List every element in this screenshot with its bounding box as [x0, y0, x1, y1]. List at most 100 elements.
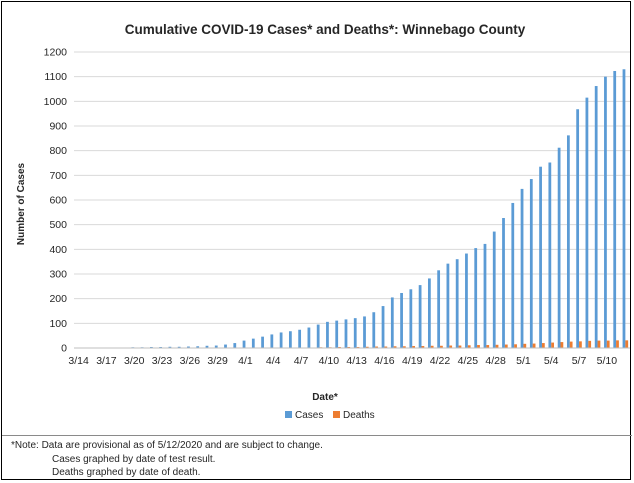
- x-tick-label: 4/25: [458, 355, 479, 367]
- deaths-bar: [421, 346, 425, 348]
- cases-bar: [409, 289, 413, 348]
- note-line-1: *Note: Data are provisional as of 5/12/2…: [11, 440, 323, 451]
- deaths-bar: [458, 345, 462, 348]
- y-tick-label: 700: [49, 170, 67, 182]
- deaths-bar: [504, 344, 508, 348]
- cases-bar: [576, 109, 580, 348]
- x-tick-label: 4/4: [266, 355, 281, 367]
- deaths-bar: [514, 344, 517, 348]
- deaths-bar: [449, 345, 453, 348]
- cases-bar: [594, 86, 598, 348]
- x-tick-label: 3/29: [207, 355, 228, 367]
- cases-bar: [233, 343, 237, 348]
- cases-bar: [622, 69, 626, 349]
- deaths-bar: [467, 345, 471, 348]
- cases-bar: [279, 332, 283, 348]
- cases-bar: [177, 346, 181, 348]
- deaths-bar: [569, 341, 573, 348]
- y-tick-label: 200: [49, 293, 67, 305]
- y-tick-label: 100: [49, 318, 67, 330]
- cases-bar: [214, 345, 218, 348]
- x-tick-label: 3/20: [124, 355, 145, 367]
- cases-bar: [168, 346, 172, 348]
- deaths-bar: [486, 345, 490, 348]
- deaths-bar: [495, 344, 499, 348]
- cases-bar: [465, 253, 468, 348]
- deaths-bar: [579, 341, 582, 348]
- deaths-bar: [606, 340, 610, 348]
- y-tick-label: 800: [49, 145, 67, 157]
- x-tick-label: 4/22: [430, 355, 451, 367]
- deaths-bar: [402, 346, 406, 348]
- cases-bar: [427, 278, 431, 348]
- deaths-bar: [597, 340, 601, 348]
- legend-label-deaths: Deaths: [343, 410, 375, 421]
- cases-bar: [437, 270, 441, 348]
- footnotes: *Note: Data are provisional as of 5/12/2…: [2, 435, 632, 479]
- legend: Cases Deaths: [285, 410, 375, 421]
- cases-bar: [418, 285, 422, 348]
- x-tick-label: 4/1: [238, 355, 253, 367]
- deaths-bar: [551, 342, 555, 348]
- deaths-series: [273, 340, 629, 348]
- y-tick-label: 1000: [44, 96, 68, 108]
- x-axis-ticks: 3/14 3/17 3/20 3/23 3/26 3/29 4/1 4/4 4/7 4/10 4/1…: [68, 355, 617, 367]
- x-tick-label: 5/7: [572, 355, 587, 367]
- cases-bar: [372, 312, 376, 348]
- y-tick-label: 600: [49, 195, 67, 207]
- x-tick-label: 4/16: [374, 355, 395, 367]
- note-line-3: Deaths graphed by date of death.: [52, 467, 201, 478]
- cases-bar: [539, 166, 542, 348]
- deaths-bar: [440, 345, 443, 348]
- deaths-bar: [625, 340, 629, 348]
- cases-bar: [502, 218, 505, 348]
- y-tick-label: 1200: [44, 47, 68, 59]
- cases-bar: [205, 345, 209, 348]
- cases-bar: [335, 320, 339, 348]
- y-axis-label: Number of Cases: [16, 162, 27, 245]
- cases-bar: [251, 338, 255, 348]
- deaths-bar: [523, 343, 527, 348]
- cases-bar: [344, 319, 348, 348]
- cases-series: [75, 69, 626, 349]
- cases-bar: [381, 306, 385, 348]
- x-tick-label: 4/10: [319, 355, 340, 367]
- cases-bar: [400, 292, 403, 348]
- x-tick-label: 3/23: [152, 355, 173, 367]
- cases-bar: [548, 162, 552, 348]
- cases-bar: [187, 346, 190, 348]
- cases-bar: [529, 179, 533, 348]
- deaths-bar: [541, 343, 545, 348]
- legend-swatch-deaths: [333, 411, 340, 418]
- note-line-2: Cases graphed by date of test result.: [52, 453, 216, 465]
- cases-bar: [520, 188, 524, 348]
- x-tick-label: 4/13: [346, 355, 367, 367]
- legend-swatch-cases: [285, 411, 292, 418]
- deaths-bar: [532, 343, 536, 348]
- cases-bar: [613, 70, 617, 349]
- cases-bar: [363, 316, 366, 348]
- chart: Cumulative COVID-19 Cases* and Deaths*: …: [16, 22, 630, 421]
- deaths-bar: [560, 342, 564, 348]
- x-tick-label: 4/28: [485, 355, 506, 367]
- deaths-bar: [412, 346, 416, 348]
- cases-bar: [224, 344, 227, 348]
- y-tick-label: 300: [49, 269, 67, 281]
- x-tick-label: 5/10: [597, 355, 618, 367]
- chart-title: Cumulative COVID-19 Cases* and Deaths*: …: [125, 22, 526, 37]
- cases-bar: [316, 324, 320, 348]
- cases-bar: [288, 331, 292, 348]
- deaths-bar: [365, 346, 369, 348]
- cases-bar: [307, 327, 311, 348]
- deaths-bar: [375, 346, 378, 348]
- cases-bar: [446, 263, 450, 348]
- cases-bar: [353, 318, 357, 348]
- y-tick-label: 900: [49, 121, 67, 133]
- cases-bar: [604, 76, 607, 349]
- y-tick-label: 1100: [44, 71, 67, 83]
- deaths-bar: [588, 340, 592, 348]
- cases-bar: [326, 321, 329, 348]
- cases-bar: [455, 259, 459, 348]
- x-tick-label: 4/7: [294, 355, 309, 367]
